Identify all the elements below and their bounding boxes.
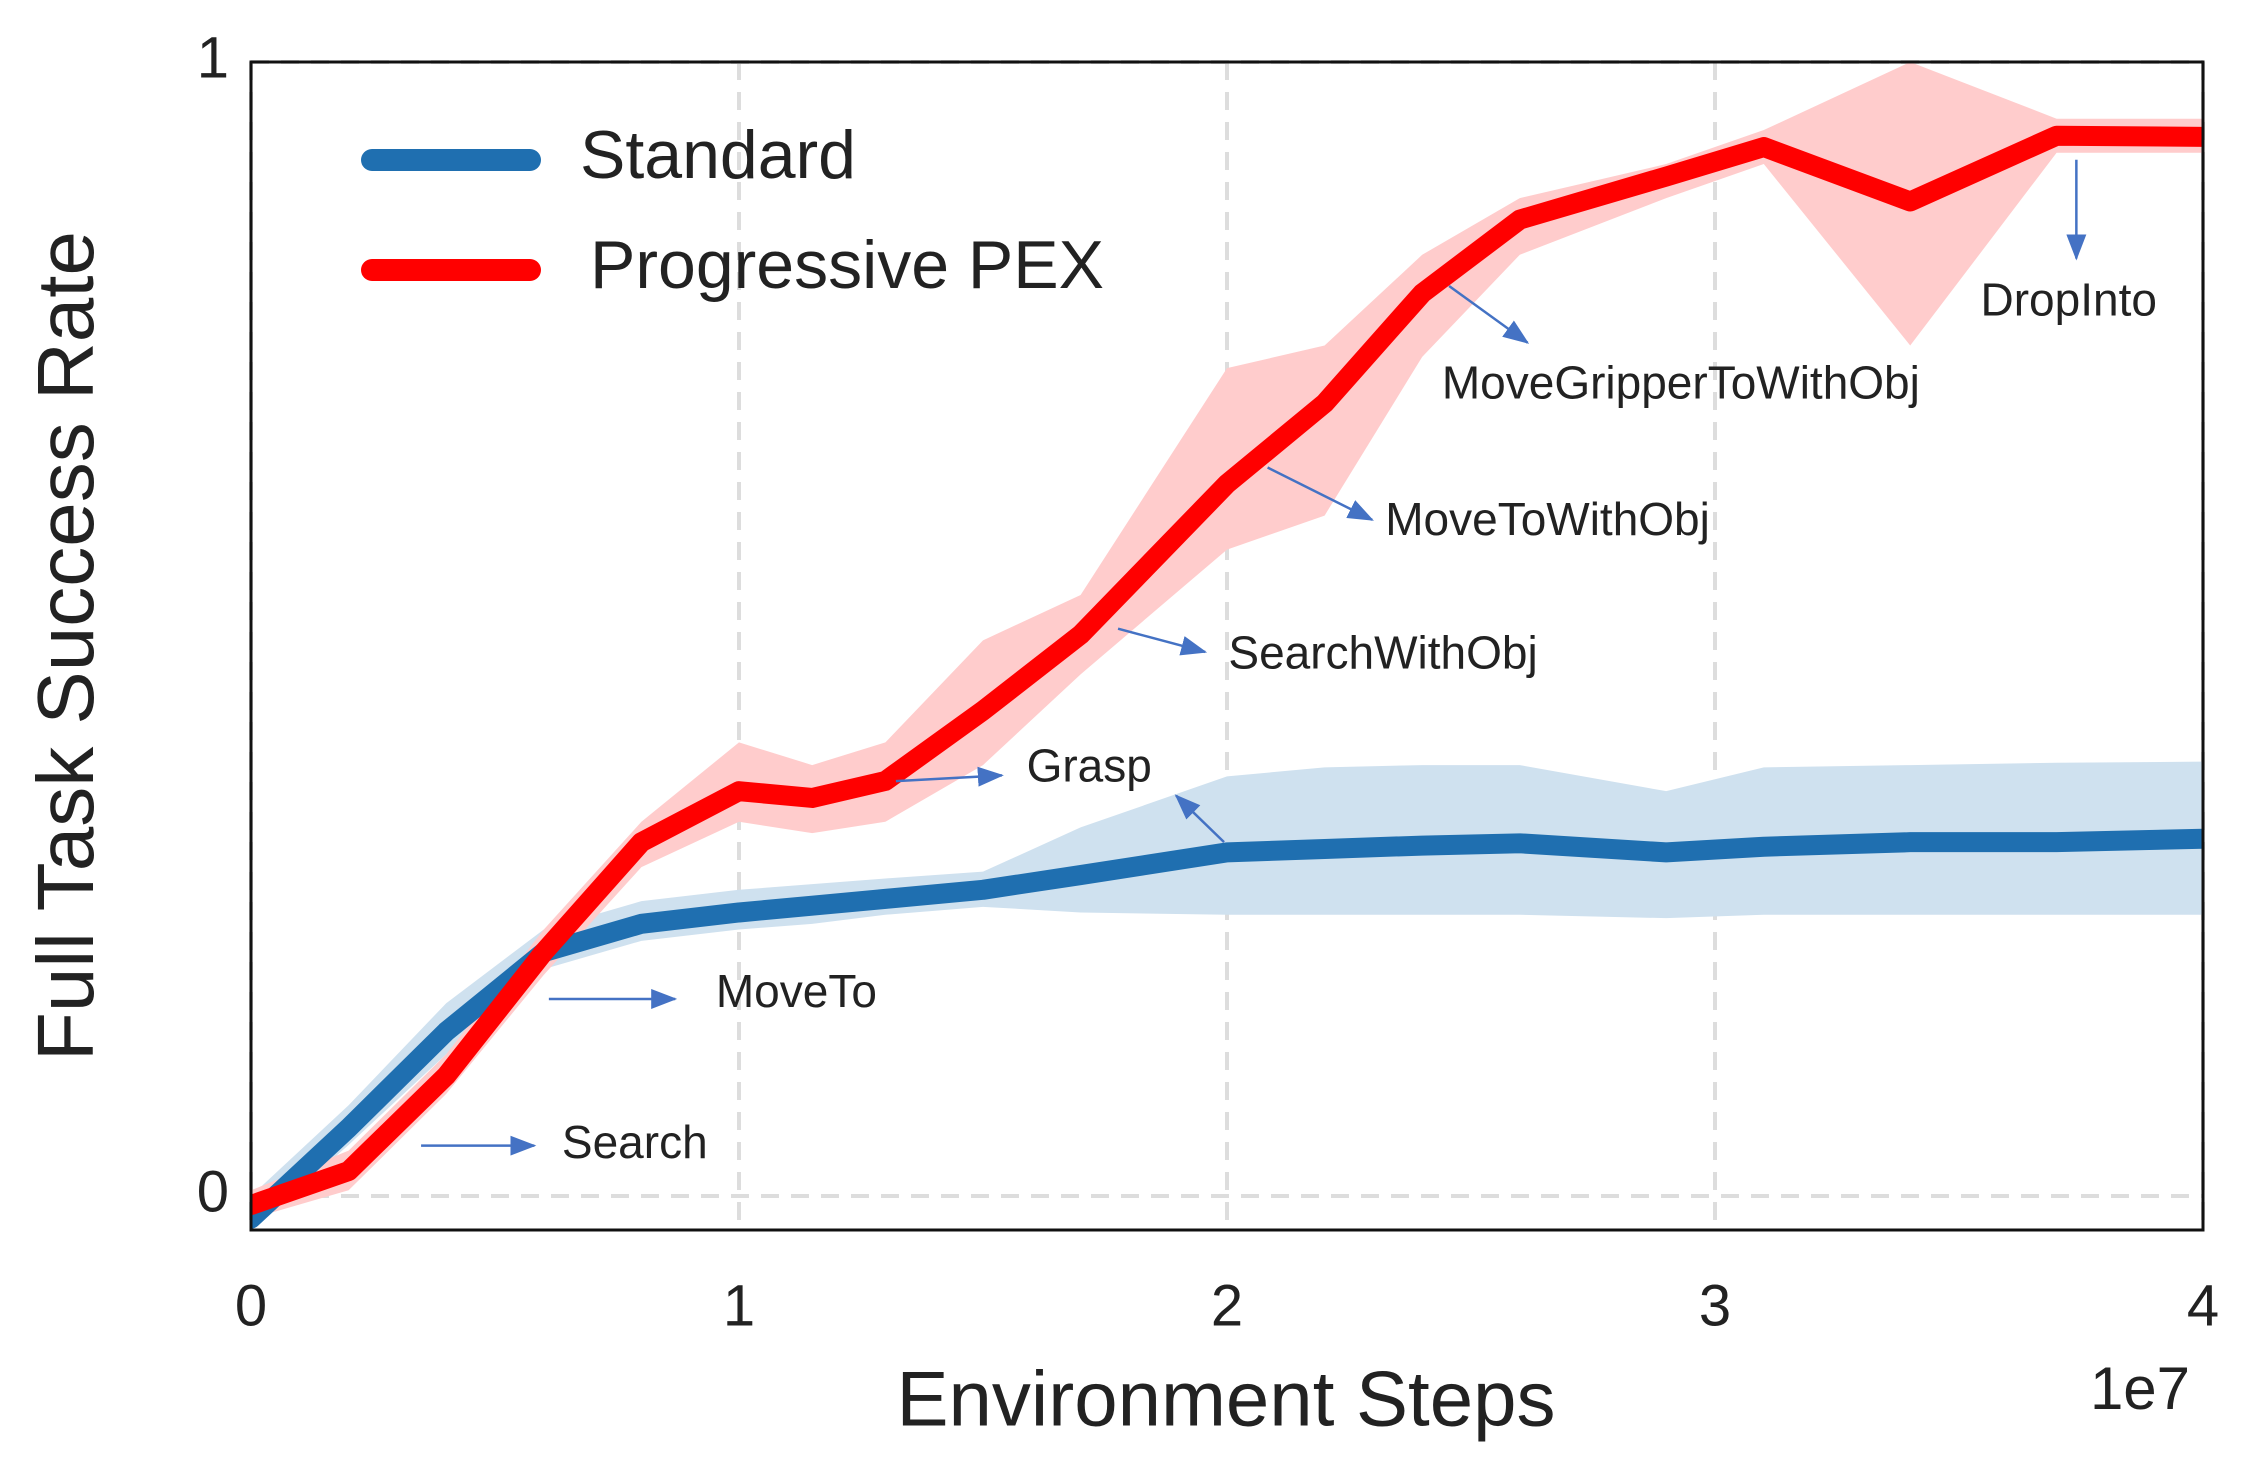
x-offset-label: 1e7 (2090, 1355, 2190, 1422)
y-axis-label: Full Task Success Rate (21, 231, 110, 1061)
annotation-arrow (1174, 794, 1225, 844)
annotation-label: Search (562, 1116, 708, 1168)
annotation-label: SearchWithObj (1228, 626, 1537, 678)
annotation-label: MoveTo (716, 965, 877, 1017)
annotation-arrow (1448, 285, 1530, 344)
annotation-arrow (895, 766, 1004, 787)
x-tick-label: 2 (1211, 1273, 1243, 1338)
x-tick-label: 1 (723, 1273, 755, 1338)
annotation-label: Grasp (1027, 740, 1152, 792)
annotation-label: MoveGripperToWithObj (1442, 356, 1920, 408)
confidence-band (251, 761, 2203, 1230)
legend-label: Progressive PEX (590, 227, 1104, 303)
x-axis-label: Environment Steps (896, 1355, 1555, 1443)
plot-area (251, 62, 2203, 1230)
x-tick-label: 0 (235, 1273, 267, 1338)
annotation-arrow (1117, 627, 1208, 656)
annotation-label: MoveToWithObj (1385, 493, 1710, 545)
confidence-band (251, 62, 2203, 1219)
y-tick-label: 1 (197, 25, 229, 90)
x-tick-label: 3 (1699, 1273, 1731, 1338)
annotation-label: DropInto (1981, 274, 2157, 326)
y-tick-label: 0 (197, 1159, 229, 1224)
x-tick-label: 4 (2187, 1273, 2219, 1338)
plot-frame (249, 60, 2205, 1232)
annotation-arrow (1267, 466, 1374, 521)
legend-label: Standard (580, 117, 856, 193)
series-line (251, 125, 2203, 1216)
